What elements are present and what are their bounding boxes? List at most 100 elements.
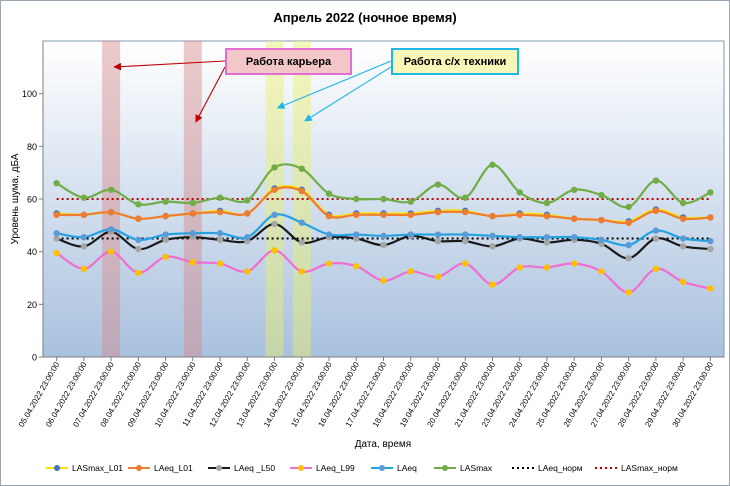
- data-point: [162, 236, 169, 244]
- data-point: [244, 233, 251, 241]
- data-point: [380, 232, 387, 240]
- chart-title: Апрель 2022 (ночное время): [273, 10, 456, 25]
- data-point: [271, 247, 278, 254]
- data-point: [298, 187, 305, 195]
- legend-label: LASmax_L01: [72, 463, 123, 473]
- legend-item: LASmax: [434, 463, 493, 473]
- legend-label: LASmax_норм: [621, 463, 678, 473]
- data-point: [380, 241, 387, 249]
- legend-item: LAeq: [371, 463, 417, 473]
- data-point: [652, 235, 660, 242]
- data-point: [353, 211, 360, 218]
- data-point: [489, 161, 496, 168]
- data-point: [625, 219, 632, 226]
- data-point: [325, 260, 333, 267]
- data-point: [516, 233, 523, 241]
- data-point: [216, 194, 224, 201]
- data-point: [570, 186, 578, 193]
- series-LASmax: [53, 161, 714, 211]
- data-point: [325, 231, 333, 238]
- data-point: [298, 239, 305, 246]
- data-point: [707, 237, 714, 245]
- data-point: [216, 208, 224, 216]
- data-point: [298, 219, 305, 226]
- data-point: [298, 268, 305, 275]
- data-point: [271, 220, 278, 228]
- data-point: [53, 180, 60, 187]
- data-point: [625, 289, 632, 296]
- data-point: [353, 262, 360, 270]
- data-point: [462, 237, 469, 245]
- highlight-band: [102, 41, 121, 357]
- data-point: [543, 233, 551, 241]
- data-point: [162, 231, 169, 238]
- legend-item: LAeq_норм: [512, 463, 583, 473]
- legend-marker: [136, 465, 142, 471]
- data-point: [489, 232, 496, 240]
- x-axis-label: Дата, время: [355, 439, 411, 450]
- data-point: [625, 203, 632, 211]
- data-point: [598, 191, 605, 199]
- data-point: [107, 248, 115, 255]
- data-point: [135, 269, 142, 276]
- data-point: [244, 210, 251, 217]
- legend-marker: [379, 465, 385, 471]
- data-point: [135, 215, 142, 222]
- data-point: [434, 237, 442, 245]
- data-point: [707, 189, 714, 196]
- legend-marker: [216, 465, 222, 471]
- data-point: [162, 253, 169, 261]
- data-point: [107, 208, 115, 216]
- data-point: [652, 227, 660, 234]
- data-point: [244, 197, 251, 204]
- data-point: [325, 212, 333, 220]
- data-point: [80, 233, 88, 241]
- data-point: [570, 215, 578, 222]
- data-point: [189, 259, 197, 266]
- data-point: [679, 243, 687, 250]
- data-point: [625, 255, 632, 262]
- data-point: [271, 164, 278, 171]
- highlight-band: [265, 41, 284, 357]
- data-point: [516, 189, 523, 196]
- data-point: [679, 215, 687, 222]
- legend-item: LAeq_L01: [128, 463, 193, 473]
- legend-marker: [54, 465, 60, 471]
- data-point: [707, 245, 714, 253]
- data-point: [434, 208, 442, 216]
- data-point: [53, 211, 60, 218]
- annotation-quarry: Работа карьера: [225, 48, 352, 75]
- data-point: [189, 210, 197, 217]
- data-point: [353, 195, 360, 203]
- data-point: [353, 231, 360, 238]
- data-point: [652, 265, 660, 272]
- data-point: [570, 233, 578, 241]
- data-point: [53, 230, 60, 237]
- data-point: [598, 236, 605, 244]
- legend-label: LASmax: [460, 463, 493, 473]
- y-tick-label: 80: [27, 142, 37, 152]
- annotation-arrow: [195, 66, 226, 123]
- data-point: [80, 265, 88, 272]
- data-point: [598, 268, 605, 275]
- data-point: [189, 199, 197, 207]
- data-point: [80, 243, 88, 250]
- legend-label: LAeq_норм: [538, 463, 583, 473]
- data-point: [707, 285, 714, 292]
- data-point: [543, 212, 551, 220]
- legend-item: LASmax_норм: [595, 463, 678, 473]
- legend-label: LAeq_L01: [154, 463, 193, 473]
- data-point: [489, 212, 496, 220]
- data-point: [135, 236, 142, 244]
- data-point: [135, 245, 142, 253]
- legend-label: LAeq _L50: [234, 463, 275, 473]
- data-point: [271, 211, 278, 218]
- data-point: [216, 230, 224, 237]
- annotation-arrow: [113, 60, 226, 71]
- data-point: [462, 208, 469, 216]
- legend-item: LASmax_L01: [46, 463, 123, 473]
- data-point: [298, 165, 305, 172]
- data-point: [434, 273, 442, 280]
- data-point: [407, 268, 414, 275]
- data-point: [53, 235, 60, 242]
